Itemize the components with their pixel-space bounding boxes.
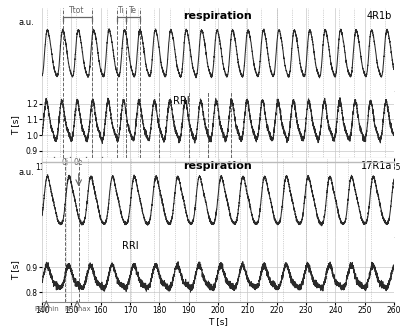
X-axis label: T [s]: T [s]	[208, 173, 228, 182]
Y-axis label: T [s]: T [s]	[11, 115, 20, 135]
Text: RPmax,i: RPmax,i	[82, 162, 110, 168]
Text: RRI: RRI	[173, 96, 189, 106]
Text: Te: Te	[129, 6, 137, 15]
X-axis label: T [s]: T [s]	[208, 317, 228, 326]
Text: 17R1a: 17R1a	[361, 161, 392, 171]
Text: 0i: 0i	[62, 158, 69, 167]
Text: RRI: RRI	[122, 241, 138, 251]
Text: respiration: respiration	[184, 161, 252, 171]
Text: a.u.: a.u.	[18, 168, 34, 177]
Text: Trri-in: Trri-in	[188, 162, 208, 168]
Text: respiration: respiration	[184, 11, 252, 21]
Text: RPmin,i: RPmin,i	[50, 162, 76, 168]
Text: 0e: 0e	[74, 158, 84, 167]
Text: a.u.: a.u.	[18, 18, 34, 27]
Text: Ti: Ti	[118, 6, 124, 15]
Text: Trri-de: Trri-de	[208, 162, 230, 168]
Text: RRImax: RRImax	[64, 306, 90, 312]
Text: Ttot: Ttot	[70, 6, 85, 15]
Text: 4R1b: 4R1b	[367, 11, 392, 21]
Text: Trri-tot: Trri-tot	[162, 162, 186, 168]
Y-axis label: T [s]: T [s]	[11, 260, 20, 280]
Text: RRImin: RRImin	[34, 306, 59, 312]
